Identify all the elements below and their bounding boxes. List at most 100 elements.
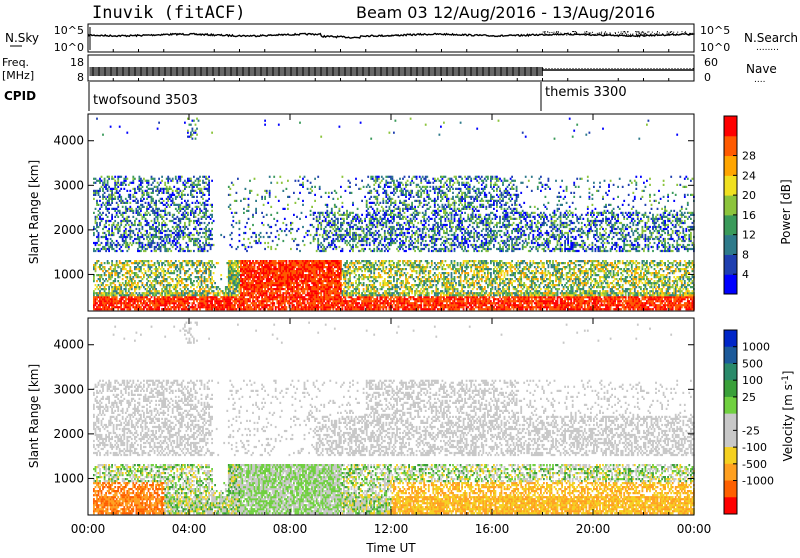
heatmap-cell xyxy=(219,298,221,300)
heatmap-cell xyxy=(196,266,198,268)
heatmap-cell xyxy=(158,306,160,308)
heatmap-cell xyxy=(296,280,298,282)
heatmap-cell xyxy=(243,238,245,240)
heatmap-cell xyxy=(307,290,309,292)
heatmap-cell xyxy=(323,228,325,230)
heatmap-cell xyxy=(113,242,115,244)
heatmap-cell xyxy=(176,196,178,198)
heatmap-cell xyxy=(158,192,160,194)
heatmap-cell xyxy=(132,272,134,274)
heatmap-cell xyxy=(173,270,175,272)
heatmap-cell xyxy=(151,276,153,278)
heatmap-cell xyxy=(173,194,175,196)
heatmap-cell xyxy=(98,210,100,212)
heatmap-cell xyxy=(187,200,189,202)
heatmap-cell xyxy=(261,198,263,200)
heatmap-cell xyxy=(293,304,295,306)
heatmap-cell xyxy=(126,276,128,278)
heatmap-cell xyxy=(316,270,318,272)
heatmap-cell xyxy=(234,304,236,306)
heatmap-cell xyxy=(223,294,225,296)
heatmap-cell xyxy=(175,198,177,200)
heatmap-cell xyxy=(275,236,277,238)
heatmap-cell xyxy=(173,302,175,304)
heatmap-cell xyxy=(232,286,234,288)
nave-dot xyxy=(684,68,685,69)
heatmap-cell xyxy=(149,214,151,216)
heatmap-cell xyxy=(179,206,181,208)
heatmap-cell xyxy=(204,290,206,292)
heatmap-cell xyxy=(158,262,160,264)
heatmap-cell xyxy=(102,248,104,250)
heatmap-cell xyxy=(263,216,265,218)
heatmap-cell xyxy=(158,308,160,310)
heatmap-cell xyxy=(157,280,159,282)
heatmap-cell xyxy=(189,204,191,206)
heatmap-cell xyxy=(320,222,322,224)
heatmap-cell xyxy=(317,242,319,244)
heatmap-cell xyxy=(254,272,256,274)
heatmap-cell xyxy=(295,260,297,262)
heatmap-cell xyxy=(175,178,177,180)
nsearch-dot xyxy=(622,34,623,35)
heatmap-cell xyxy=(273,218,275,220)
heatmap-cell xyxy=(146,288,148,290)
heatmap-cell xyxy=(190,192,192,194)
heatmap-cell xyxy=(164,182,166,184)
heatmap-cell xyxy=(176,246,178,248)
heatmap-cell xyxy=(204,264,206,266)
heatmap-cell xyxy=(229,234,231,236)
heatmap-cell xyxy=(128,282,130,284)
cpid-mode-0: twofsound 3503 xyxy=(93,93,198,108)
heatmap-cell xyxy=(317,228,319,230)
heatmap-cell xyxy=(208,190,210,192)
heatmap-cell xyxy=(258,306,260,308)
heatmap-cell xyxy=(169,296,171,298)
heatmap-cell xyxy=(182,226,184,228)
heatmap-cell xyxy=(245,278,247,280)
freq-left-tick-bottom: 8 xyxy=(77,71,84,84)
nsearch-dot xyxy=(643,34,644,35)
heatmap-cell xyxy=(282,294,284,296)
heatmap-cell xyxy=(192,202,194,204)
heatmap-cell xyxy=(158,228,160,230)
heatmap-cell xyxy=(108,228,110,230)
heatmap-cell xyxy=(211,222,213,224)
heatmap-cell xyxy=(193,302,195,304)
heatmap-cell xyxy=(105,250,107,252)
nsearch-dot xyxy=(645,33,646,34)
heatmap-cell xyxy=(122,262,124,264)
heatmap-cell xyxy=(246,302,248,304)
heatmap-cell xyxy=(105,274,107,276)
heatmap-cell xyxy=(111,192,113,194)
heatmap-cell xyxy=(164,306,166,308)
heatmap-cell xyxy=(134,222,136,224)
heatmap-cell xyxy=(151,176,153,178)
heatmap-cell xyxy=(102,184,104,186)
heatmap-cell xyxy=(95,288,97,290)
heatmap-cell xyxy=(96,242,98,244)
heatmap-cell xyxy=(234,288,236,290)
heatmap-cell xyxy=(254,264,256,266)
heatmap-cell xyxy=(190,136,192,138)
heatmap-cell xyxy=(111,246,113,248)
heatmap-cell xyxy=(99,196,101,198)
heatmap-cell xyxy=(299,176,301,178)
heatmap-cell xyxy=(169,178,171,180)
heatmap-cell xyxy=(134,196,136,198)
heatmap-cell xyxy=(104,290,106,292)
heatmap-cell xyxy=(163,230,165,232)
heatmap-cell xyxy=(204,246,206,248)
heatmap-cell xyxy=(196,230,198,232)
heatmap-cell xyxy=(267,242,269,244)
heatmap-cell xyxy=(178,192,180,194)
heatmap-cell xyxy=(108,248,110,250)
heatmap-cell xyxy=(316,216,318,218)
heatmap-cell xyxy=(107,284,109,286)
heatmap-cell xyxy=(129,276,131,278)
heatmap-cell xyxy=(223,306,225,308)
heatmap-cell xyxy=(102,282,104,284)
heatmap-cell xyxy=(160,272,162,274)
heatmap-cell xyxy=(114,180,116,182)
heatmap-cell xyxy=(163,268,165,270)
